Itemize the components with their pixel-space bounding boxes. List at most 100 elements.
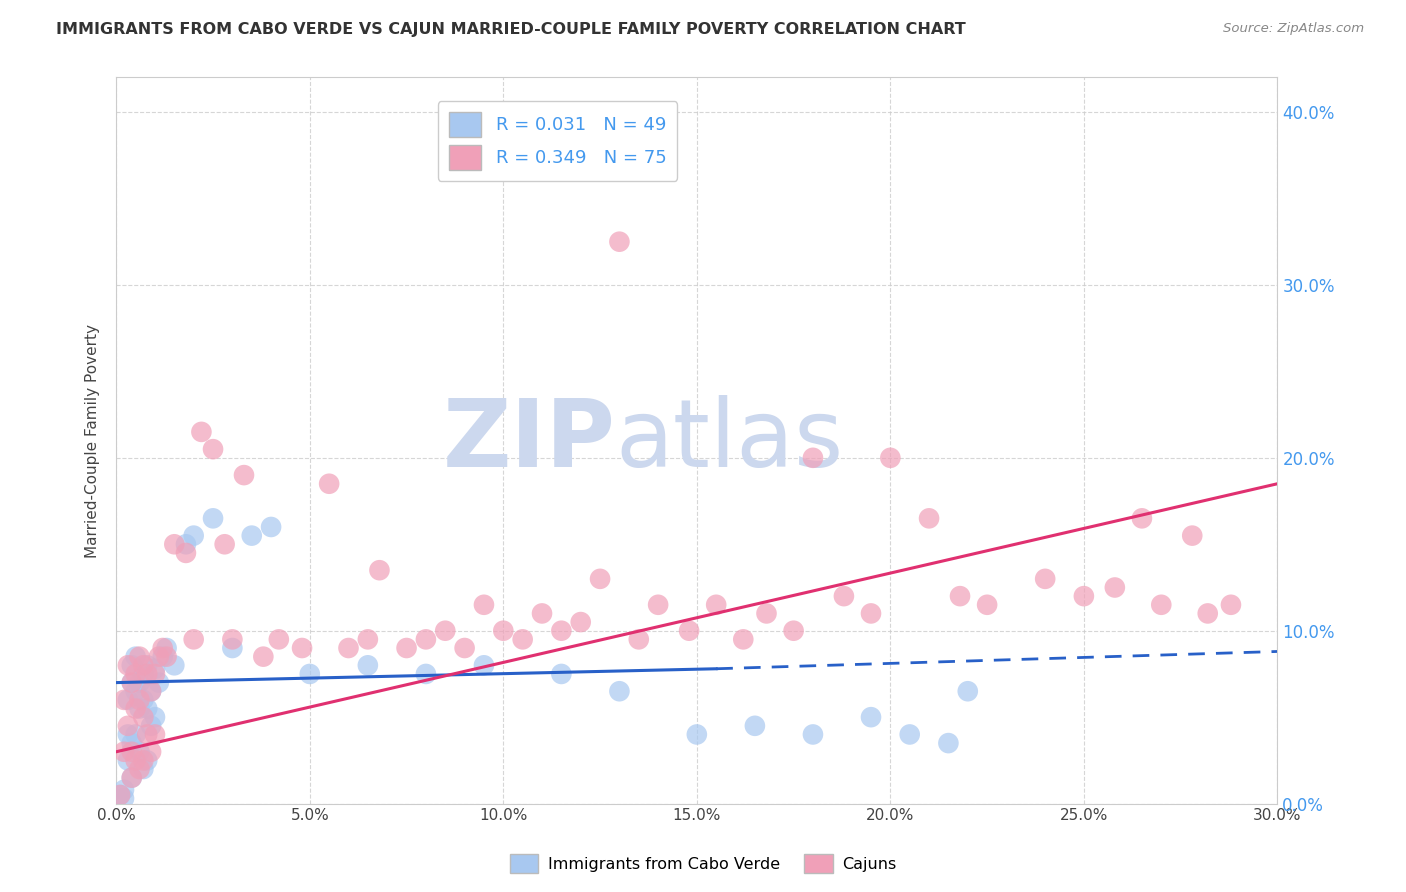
Point <box>492 624 515 638</box>
Point <box>124 701 146 715</box>
Point <box>163 537 186 551</box>
Point <box>531 607 554 621</box>
Point <box>686 727 709 741</box>
Point <box>163 658 186 673</box>
Point <box>132 658 155 673</box>
Point <box>143 662 166 676</box>
Point <box>148 675 170 690</box>
Point <box>136 727 159 741</box>
Point <box>472 658 495 673</box>
Point <box>202 442 225 457</box>
Point <box>782 624 804 638</box>
Point <box>357 632 380 647</box>
Point <box>472 598 495 612</box>
Point <box>183 528 205 542</box>
Point <box>801 450 824 465</box>
Point <box>1073 589 1095 603</box>
Point <box>121 658 143 673</box>
Point <box>221 632 243 647</box>
Point <box>744 719 766 733</box>
Point <box>121 675 143 690</box>
Point <box>183 632 205 647</box>
Point <box>112 745 135 759</box>
Point <box>143 710 166 724</box>
Point <box>124 753 146 767</box>
Point <box>569 615 592 629</box>
Point <box>434 624 457 638</box>
Point <box>252 649 274 664</box>
Point <box>121 771 143 785</box>
Point <box>121 745 143 759</box>
Point <box>121 771 143 785</box>
Point <box>121 736 143 750</box>
Point <box>609 235 631 249</box>
Point <box>143 727 166 741</box>
Text: atlas: atlas <box>616 394 844 486</box>
Point <box>108 788 131 802</box>
Point <box>949 589 972 603</box>
Text: ZIP: ZIP <box>443 394 616 486</box>
Point <box>108 788 131 802</box>
Point <box>202 511 225 525</box>
Point <box>859 710 882 724</box>
Point <box>589 572 612 586</box>
Point <box>174 537 197 551</box>
Point <box>128 745 150 759</box>
Point <box>832 589 855 603</box>
Point <box>221 640 243 655</box>
Point <box>132 667 155 681</box>
Point <box>132 710 155 724</box>
Point <box>132 693 155 707</box>
Point <box>704 598 727 612</box>
Point <box>733 632 755 647</box>
Point <box>1181 528 1204 542</box>
Point <box>898 727 921 741</box>
Point <box>155 649 177 664</box>
Point <box>112 791 135 805</box>
Text: Source: ZipAtlas.com: Source: ZipAtlas.com <box>1223 22 1364 36</box>
Point <box>128 675 150 690</box>
Point <box>136 701 159 715</box>
Point <box>124 684 146 698</box>
Point <box>139 745 162 759</box>
Point <box>143 667 166 681</box>
Point <box>128 701 150 715</box>
Point <box>609 684 631 698</box>
Point <box>1033 572 1056 586</box>
Point <box>112 693 135 707</box>
Point <box>136 667 159 681</box>
Point <box>267 632 290 647</box>
Point <box>124 727 146 741</box>
Point <box>152 649 174 664</box>
Point <box>117 727 139 741</box>
Point <box>124 667 146 681</box>
Point <box>136 658 159 673</box>
Point <box>291 640 314 655</box>
Y-axis label: Married-Couple Family Poverty: Married-Couple Family Poverty <box>86 324 100 558</box>
Point <box>976 598 998 612</box>
Point <box>117 753 139 767</box>
Legend: R = 0.031   N = 49, R = 0.349   N = 75: R = 0.031 N = 49, R = 0.349 N = 75 <box>437 101 678 181</box>
Point <box>395 640 418 655</box>
Point <box>415 632 437 647</box>
Point <box>647 598 669 612</box>
Point <box>148 649 170 664</box>
Point <box>132 753 155 767</box>
Point <box>918 511 941 525</box>
Point <box>117 658 139 673</box>
Point <box>214 537 236 551</box>
Point <box>190 425 212 439</box>
Point <box>755 607 778 621</box>
Point <box>240 528 263 542</box>
Point <box>124 649 146 664</box>
Point <box>879 450 901 465</box>
Point <box>260 520 283 534</box>
Point <box>128 649 150 664</box>
Point <box>117 693 139 707</box>
Point <box>155 640 177 655</box>
Point <box>550 667 572 681</box>
Point <box>318 476 340 491</box>
Point <box>368 563 391 577</box>
Point <box>1220 598 1243 612</box>
Point <box>139 719 162 733</box>
